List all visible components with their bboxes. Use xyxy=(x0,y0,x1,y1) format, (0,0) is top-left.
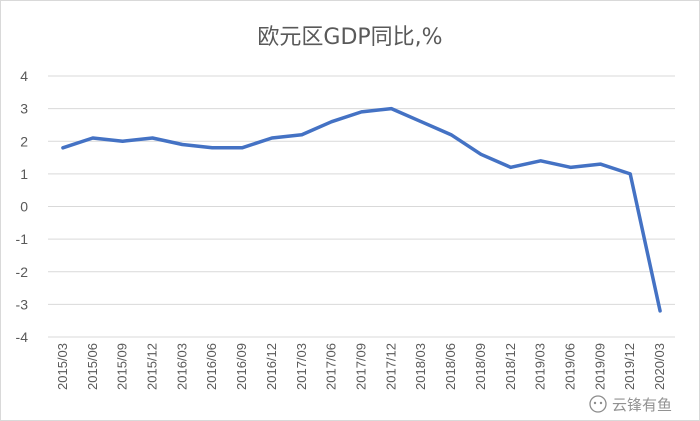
series-group xyxy=(61,106,662,313)
data-point xyxy=(91,136,95,140)
data-point xyxy=(449,133,453,137)
data-point xyxy=(598,162,602,166)
data-point xyxy=(240,146,244,150)
x-tick-label: 2016/09 xyxy=(234,343,249,390)
x-tick-label: 2015/06 xyxy=(85,343,100,390)
x-tick-label: 2016/03 xyxy=(174,343,189,390)
data-point xyxy=(180,143,184,147)
x-tick-label: 2017/06 xyxy=(324,343,339,390)
data-point xyxy=(270,136,274,140)
y-tick-label: -4 xyxy=(16,329,29,345)
data-point xyxy=(360,110,363,114)
x-tick-label: 2020/03 xyxy=(652,343,667,390)
data-point xyxy=(569,165,572,169)
x-tick-label: 2018/06 xyxy=(443,343,458,390)
data-point xyxy=(300,133,304,137)
x-tick-label: 2016/06 xyxy=(204,343,219,390)
y-tick-label: 0 xyxy=(20,199,28,215)
data-point xyxy=(121,139,125,143)
wechat-icon xyxy=(589,395,607,413)
data-point xyxy=(389,107,393,111)
gridlines xyxy=(48,75,675,338)
x-tick-label: 2017/09 xyxy=(354,343,369,390)
y-tick-label: 3 xyxy=(20,101,28,117)
x-tick-label: 2016/12 xyxy=(264,343,279,390)
data-point xyxy=(151,136,154,140)
data-point xyxy=(330,120,334,124)
data-point xyxy=(61,146,65,150)
x-tick-label: 2018/03 xyxy=(413,343,428,390)
y-tick-label: 1 xyxy=(20,166,28,182)
y-tick-label: 2 xyxy=(20,133,28,149)
x-tick-label: 2015/03 xyxy=(55,343,70,390)
data-point xyxy=(509,165,513,169)
watermark: 云锋有鱼 xyxy=(589,395,672,414)
x-tick-label: 2015/12 xyxy=(145,343,160,390)
x-tick-label: 2019/06 xyxy=(563,343,578,390)
x-tick-label: 2015/09 xyxy=(115,343,130,390)
y-tick-label: -3 xyxy=(16,296,29,312)
y-tick-label: -2 xyxy=(16,264,29,280)
data-point xyxy=(628,172,632,176)
data-point xyxy=(539,159,543,163)
x-tick-label: 2019/12 xyxy=(622,343,637,390)
x-axis-ticks: 2015/03 2015/06 2015/09 2015/12 2016/03 2016/… xyxy=(55,343,667,390)
x-tick-label: 2017/03 xyxy=(294,343,309,390)
data-point xyxy=(479,152,483,156)
data-point xyxy=(210,146,214,150)
x-tick-label: 2018/09 xyxy=(473,343,488,390)
x-tick-label: 2019/03 xyxy=(533,343,548,390)
watermark-text: 云锋有鱼 xyxy=(612,396,672,414)
y-tick-label: -1 xyxy=(16,231,29,247)
data-point xyxy=(658,309,662,313)
x-tick-label: 2017/12 xyxy=(383,343,398,390)
y-axis-ticks: 4 3 2 1 0 -1 -2 -3 -4 xyxy=(16,68,29,345)
x-tick-label: 2019/09 xyxy=(592,343,607,390)
x-tick-label: 2018/12 xyxy=(503,343,518,390)
data-point xyxy=(419,120,423,124)
chart-title: 欧元区GDP同比,% xyxy=(257,25,442,50)
y-tick-label: 4 xyxy=(20,68,28,84)
